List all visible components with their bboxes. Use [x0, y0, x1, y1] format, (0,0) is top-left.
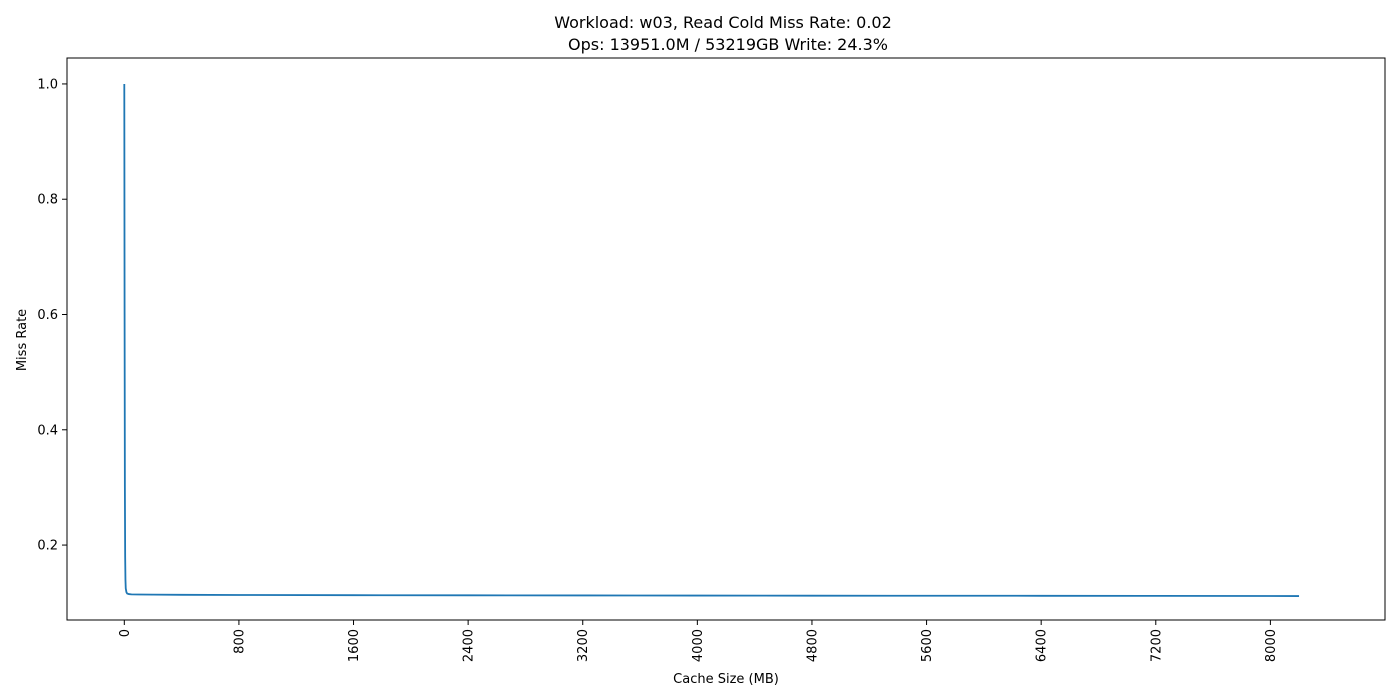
x-tick-label: 800	[232, 629, 247, 654]
y-tick-label: 0.6	[37, 308, 58, 323]
y-tick-label: 1.0	[37, 77, 58, 92]
plot-frame	[66, 57, 1386, 621]
x-tick-label: 5600	[920, 629, 935, 662]
x-tick-label: 2400	[462, 629, 477, 662]
x-tick-label: 3200	[576, 629, 591, 662]
x-tick-label: 0	[118, 629, 133, 637]
plot-area	[123, 83, 1300, 597]
chart-title-line-1: Workload: w03, Read Cold Miss Rate: 0.02	[554, 13, 892, 32]
series-line-0	[123, 83, 1300, 597]
x-tick-label: 4800	[805, 629, 820, 662]
y-tick-label: 0.4	[37, 423, 58, 438]
x-tick-label: 1600	[347, 629, 362, 662]
x-axis-label: Cache Size (MB)	[673, 672, 779, 687]
chart-title-line-2: Ops: 13951.0M / 53219GB Write: 24.3%	[568, 35, 888, 54]
y-tick-label: 0.8	[37, 193, 58, 208]
x-tick-label: 6400	[1035, 629, 1050, 662]
y-axis-label: Miss Rate	[15, 309, 30, 371]
x-tick-label: 4000	[691, 629, 706, 662]
y-tick-label: 0.2	[37, 539, 58, 554]
x-tick-label: 8000	[1264, 629, 1279, 662]
x-tick-label: 7200	[1149, 629, 1164, 662]
